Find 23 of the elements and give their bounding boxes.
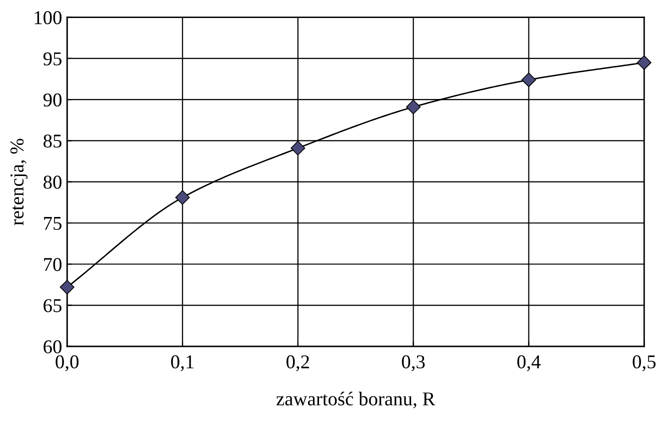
y-tick-label: 80 <box>44 176 62 189</box>
x-tick-label: 0,3 <box>402 355 425 372</box>
x-tick-label: 0,0 <box>56 355 79 372</box>
point <box>60 280 74 294</box>
y-tick-label: 90 <box>43 93 62 107</box>
point <box>521 72 536 88</box>
y-axis-title: retencja, % <box>10 138 28 226</box>
y-tick-label: 75 <box>44 217 62 230</box>
y-tick-label: 70 <box>44 258 62 272</box>
y-tick-label: 85 <box>44 134 62 148</box>
y-tick-label: 65 <box>44 299 62 312</box>
y-tick-label: 100 <box>34 11 62 24</box>
x-tick-label: 0,4 <box>517 355 541 372</box>
x-axis-title: zawartość boranu, R <box>276 392 436 408</box>
point <box>636 55 652 70</box>
point <box>175 190 190 205</box>
x-tick-label: 0,2 <box>286 355 310 372</box>
point <box>290 140 306 156</box>
y-tick-label: 95 <box>43 52 62 66</box>
x-tick-label: 0,5 <box>632 355 656 372</box>
y-tick-label: 60 <box>44 340 62 354</box>
point <box>406 100 421 114</box>
x-tick-label: 0,1 <box>171 355 194 372</box>
